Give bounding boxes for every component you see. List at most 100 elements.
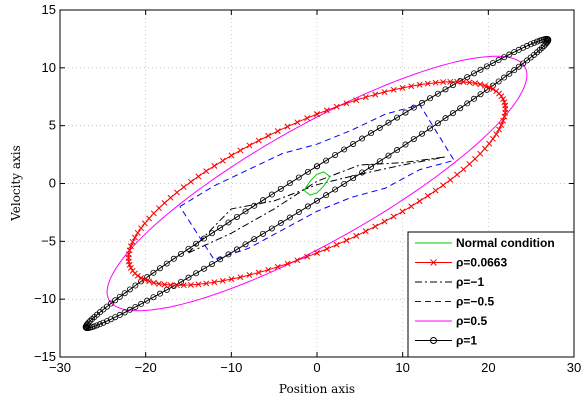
series-5-marker [332, 186, 339, 193]
series-5-marker [313, 197, 320, 204]
legend-box [407, 231, 575, 358]
series-2 [188, 156, 446, 254]
series-1-marker [362, 228, 369, 235]
series-1-marker [167, 282, 174, 288]
series-5-marker [295, 174, 302, 181]
series-5-marker [449, 110, 456, 117]
series-5-marker [103, 318, 110, 325]
series-5-marker [527, 41, 534, 48]
y-tick-label: 0 [49, 176, 56, 191]
series-1-marker [440, 182, 447, 189]
series-1-marker [228, 152, 235, 159]
series-5-marker [178, 250, 185, 257]
series-5-marker [225, 219, 232, 226]
series-1-marker [472, 155, 479, 162]
series-1-marker [447, 176, 454, 183]
series-5-marker [506, 51, 513, 58]
series-1-marker [440, 79, 447, 86]
series-1-marker [399, 208, 406, 215]
series-5-marker [260, 230, 267, 237]
series-5-marker [233, 246, 240, 253]
series-5-marker [385, 119, 392, 126]
series-5-marker [524, 57, 531, 64]
series-5-marker [304, 168, 311, 175]
series-1-marker [134, 229, 141, 236]
series-5-marker [116, 293, 123, 300]
series-1-marker [314, 111, 320, 118]
series-1-marker [493, 131, 500, 138]
series-1-marker [343, 237, 350, 244]
series-5-marker [520, 44, 527, 51]
series-1-marker [180, 184, 187, 191]
legend-entry: ρ=0.0663 [415, 256, 507, 270]
y-tick-labels: −15 −10 −5 0 5 10 15 [34, 2, 56, 364]
series-1-marker [489, 135, 496, 142]
series-1-marker [466, 79, 473, 86]
series-1-marker [211, 279, 218, 286]
series-1-marker [228, 276, 235, 283]
series-5-marker [520, 60, 527, 67]
series-1-marker [323, 107, 330, 114]
series-1-marker [343, 100, 350, 107]
series-1-marker [496, 126, 502, 133]
series-5-marker [359, 135, 366, 142]
series-1-marker [498, 122, 505, 129]
x-tick-label: 20 [481, 360, 495, 375]
series-5-marker [178, 278, 185, 285]
x-tick-label: 30 [567, 360, 581, 375]
series-1-marker [489, 86, 496, 93]
legend-entry: ρ=0.5 [415, 314, 487, 328]
series-5-marker [394, 114, 401, 121]
series-5-marker [434, 120, 441, 127]
series-1-marker [127, 243, 134, 250]
series-1-marker [408, 203, 415, 210]
series-1-marker [323, 245, 330, 252]
series-5-marker [427, 125, 434, 132]
series-5-marker [442, 115, 449, 122]
y-tick-label: −5 [41, 233, 56, 248]
series-layer [82, 35, 552, 332]
series-5-marker [313, 163, 320, 170]
series-5-marker [511, 67, 518, 74]
series-5-marker [332, 151, 339, 158]
series-5-marker [511, 49, 518, 56]
series-1-marker [150, 279, 157, 286]
series-5-marker [527, 54, 534, 61]
series-5-marker [107, 316, 114, 323]
series-1-marker [284, 123, 291, 130]
series-1-marker [265, 266, 272, 273]
series-1 [125, 78, 509, 289]
legend-entry: ρ=−1 [415, 275, 484, 289]
series-1-marker [150, 210, 157, 217]
series-1-marker [500, 117, 507, 124]
series-5-marker [268, 225, 275, 232]
series-1-marker [477, 81, 484, 88]
series-5-marker [193, 270, 200, 277]
series-5-marker [323, 192, 330, 199]
series-5-marker [170, 255, 177, 262]
series-1-marker [416, 198, 423, 205]
series-5-marker [286, 214, 293, 221]
series-5-marker [471, 95, 478, 102]
series-5-marker [200, 265, 207, 272]
series-1-marker [372, 223, 379, 230]
legend-label: ρ=0.0663 [456, 256, 507, 270]
series-1-marker [408, 83, 415, 90]
series-1-marker [294, 119, 301, 126]
legend-label: ρ=1 [456, 334, 477, 348]
series-1-marker [146, 215, 153, 222]
y-tick-label: 10 [42, 60, 56, 75]
series-2-line [188, 156, 446, 254]
series-1-marker [486, 140, 493, 147]
series-1-marker [265, 132, 272, 139]
series-5-marker [477, 66, 484, 73]
series-1-marker [155, 205, 162, 212]
series-5-marker [376, 124, 383, 131]
legend-label: Normal condition [456, 236, 555, 250]
x-axis-label: Position axis [279, 382, 355, 396]
series-5-marker [185, 274, 192, 281]
series-5-marker [85, 319, 92, 326]
series-5-marker [132, 303, 139, 310]
series-1-marker [424, 80, 431, 87]
